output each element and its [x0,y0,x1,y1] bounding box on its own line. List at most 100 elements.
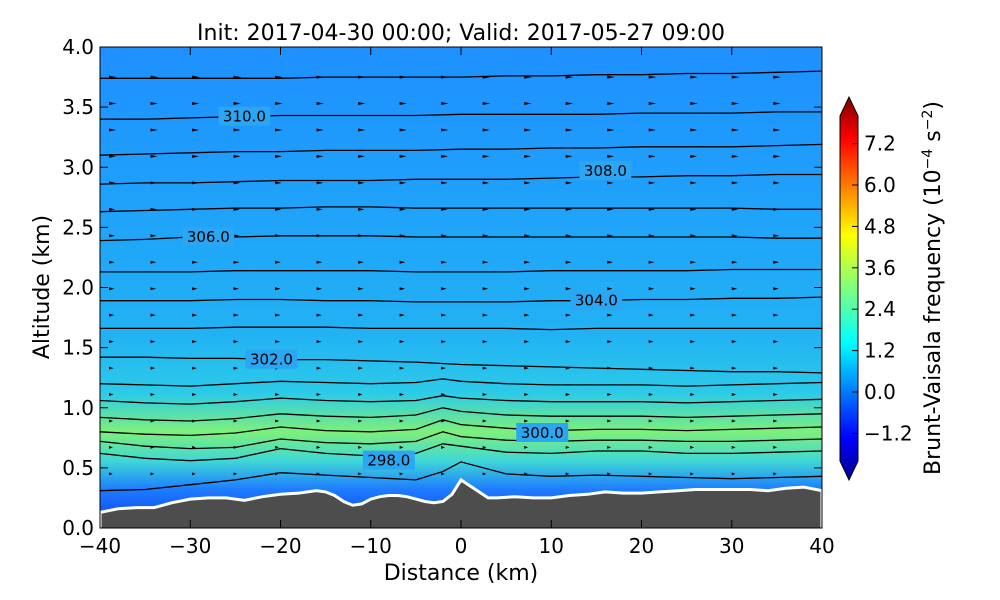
wind-arrow [441,154,449,158]
contour-line [100,356,822,374]
y-tick-label: 3.5 [62,95,94,119]
wind-arrow [648,102,657,106]
wind-arrow [565,313,571,317]
wind-arrow [524,393,529,397]
wind-arrow [233,102,241,106]
contour-line [100,461,822,492]
wind-arrow [731,207,739,211]
wind-arrow [192,260,198,264]
wind-arrow [150,102,158,106]
wind-arrow [399,313,405,317]
plot-area: 310.0 308.0 306.0 304.0 302.0 300.0 298.0 [100,47,822,528]
wind-arrow [233,260,240,264]
wind-arrow [275,260,281,264]
wind-arrow [275,287,281,291]
colorbar-tick-label: 6.0 [864,173,896,197]
y-axis: 0.0 0.5 1.0 1.5 2.0 2.5 3.0 3.5 4.0 [62,35,822,540]
wind-arrow [482,128,490,132]
wind-arrow [690,287,696,291]
wind-arrow [524,75,532,79]
contour-line [100,443,822,462]
contour-label-bg [570,290,623,310]
wind-arrow [565,128,573,132]
wind-arrow [773,234,780,238]
wind-arrow [275,340,281,344]
wind-arrow [109,340,114,344]
wind-arrow [233,287,240,291]
x-axis: −40 −30 −20 −10 0 10 20 30 40 [79,47,835,558]
wind-arrow [482,75,491,79]
wind-arrow [399,102,408,106]
wind-arrow [399,287,406,291]
wind-arrow [731,393,737,397]
wind-arrow [109,366,114,370]
wind-arrow [441,260,447,264]
wind-arrow [358,340,364,344]
wind-arrow [316,445,321,449]
wind-arrow [482,393,488,397]
wind-arrow [565,340,571,344]
wind-arrow [358,366,363,370]
wind-arrow [607,419,612,423]
x-tick-label: −40 [79,534,121,558]
wind-arrow [316,419,321,423]
wind-arrow [690,472,694,476]
wind-arrow [648,287,655,291]
y-tick-label: 0.0 [62,516,94,540]
wind-arrow [607,260,613,264]
wind-arrow [524,313,530,317]
y-tick-label: 0.5 [62,456,94,480]
wind-arrow [731,102,740,106]
wind-arrow [358,75,366,79]
wind-arrow [482,207,489,211]
contour-line [100,173,822,185]
wind-arrow [233,75,242,79]
wind-arrow [648,207,656,211]
contour-line [100,378,822,387]
wind-arrow [275,419,280,423]
wind-arrow [316,102,325,106]
contour-label: 306.0 [187,228,230,246]
wind-arrow [150,313,156,317]
wind-arrow [109,154,116,158]
contour-label-bg [516,423,569,443]
wind-arrow [109,287,115,291]
wind-arrow [731,154,739,158]
wind-arrow [233,207,240,211]
wind-arrow [358,102,366,106]
wind-arrow [690,393,695,397]
wind-arrow [109,393,114,397]
wind-arrow [192,181,199,185]
wind-arrow [358,154,365,158]
wind-arrow [316,340,322,344]
wind-arrow [607,393,612,397]
wind-arrow [731,313,737,317]
wind-arrow [690,181,697,185]
wind-arrow [565,445,570,449]
wind-arrow [731,234,738,238]
wind-arrow [192,472,196,476]
wind-arrow [192,207,199,211]
wind-arrow [773,128,781,132]
wind-arrow [399,128,407,132]
wind-arrow [690,154,698,158]
wind-arrow [441,181,448,185]
wind-arrow [773,260,780,264]
wind-arrow [192,154,199,158]
x-tick-label: 0 [455,534,468,558]
wind-arrow [192,445,196,449]
wind-arrow [607,154,615,158]
wind-arrow [192,287,198,291]
wind-arrow [316,260,323,264]
wind-arrow [648,419,653,423]
wind-arrow [482,445,487,449]
wind-arrow [399,181,407,185]
wind-arrow [109,313,115,317]
contour-label: 304.0 [575,292,618,310]
wind-arrow [648,128,656,132]
wind-arrow [648,472,653,476]
wind-arrow [316,287,323,291]
wind-arrow [441,207,448,211]
wind-arrow [150,181,158,185]
contour-label: 310.0 [223,108,266,126]
